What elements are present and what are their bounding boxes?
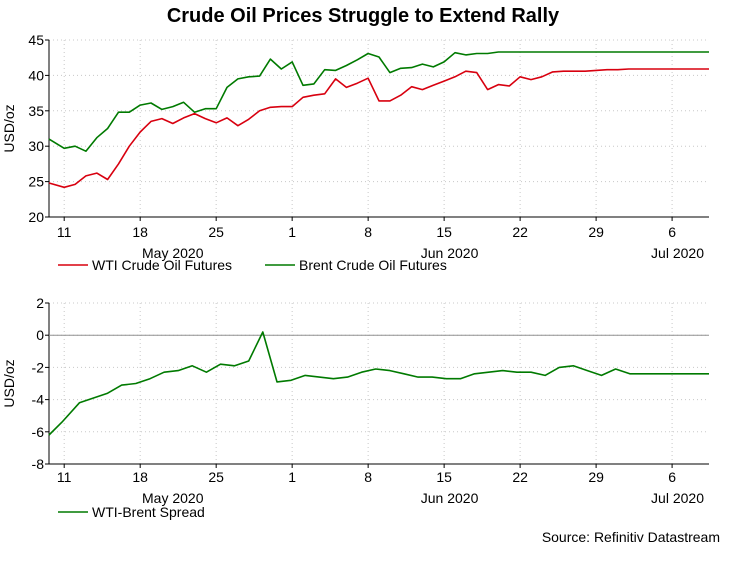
series-line-brent-crude-oil-futures — [48, 51, 709, 152]
y-tick-label: 2 — [36, 295, 44, 311]
x-month-label: Jul 2020 — [651, 490, 704, 506]
spread-plot-area — [49, 303, 709, 464]
legend-label: WTI-Brent Spread — [92, 504, 205, 520]
x-tick-label: 18 — [132, 224, 148, 240]
legend-label: Brent Crude Oil Futures — [299, 257, 447, 273]
series-line-wti-crude-oil-futures — [48, 68, 709, 189]
x-tick-label: 15 — [436, 224, 452, 240]
x-tick-label: 8 — [364, 469, 372, 485]
y-tick-label: 25 — [28, 174, 44, 190]
x-tick-label: 29 — [588, 224, 604, 240]
x-tick-label: 6 — [668, 469, 676, 485]
chart-title: Crude Oil Prices Struggle to Extend Rall… — [167, 5, 560, 27]
x-tick-label: 11 — [57, 224, 72, 240]
y-axis-label: USD/oz — [1, 359, 17, 407]
x-tick-label: 29 — [588, 469, 604, 485]
x-tick-label: 22 — [512, 224, 528, 240]
legend-label: WTI Crude Oil Futures — [92, 257, 232, 273]
y-tick-label: 40 — [28, 67, 44, 83]
x-month-label: Jul 2020 — [651, 245, 704, 261]
x-tick-label: 25 — [208, 224, 224, 240]
x-tick-label: 15 — [436, 469, 452, 485]
x-tick-label: 1 — [288, 224, 296, 240]
y-tick-label: -6 — [32, 424, 45, 440]
y-tick-label: 30 — [28, 138, 44, 154]
price-plot-area — [49, 40, 709, 217]
y-tick-label: -8 — [32, 456, 45, 472]
y-tick-label: 35 — [28, 103, 44, 119]
y-tick-label: -4 — [32, 392, 45, 408]
x-tick-label: 22 — [512, 469, 528, 485]
source-note: Source: Refinitiv Datastream — [542, 529, 720, 545]
x-tick-label: 8 — [364, 224, 372, 240]
y-tick-label: 0 — [36, 327, 44, 343]
x-tick-label: 6 — [668, 224, 676, 240]
y-axis-label: USD/oz — [1, 104, 17, 152]
y-tick-label: -2 — [32, 359, 45, 375]
y-tick-label: 45 — [28, 32, 44, 48]
x-month-label: May 2020 — [142, 245, 204, 261]
x-month-label: May 2020 — [142, 490, 204, 506]
x-month-label: Jun 2020 — [421, 245, 479, 261]
x-tick-label: 11 — [57, 469, 72, 485]
y-tick-label: 20 — [28, 209, 44, 225]
x-tick-label: 1 — [288, 469, 296, 485]
x-tick-label: 18 — [132, 469, 148, 485]
x-tick-label: 25 — [208, 469, 224, 485]
series-line-wti-brent-spread — [48, 331, 709, 436]
x-month-label: Jun 2020 — [421, 490, 479, 506]
